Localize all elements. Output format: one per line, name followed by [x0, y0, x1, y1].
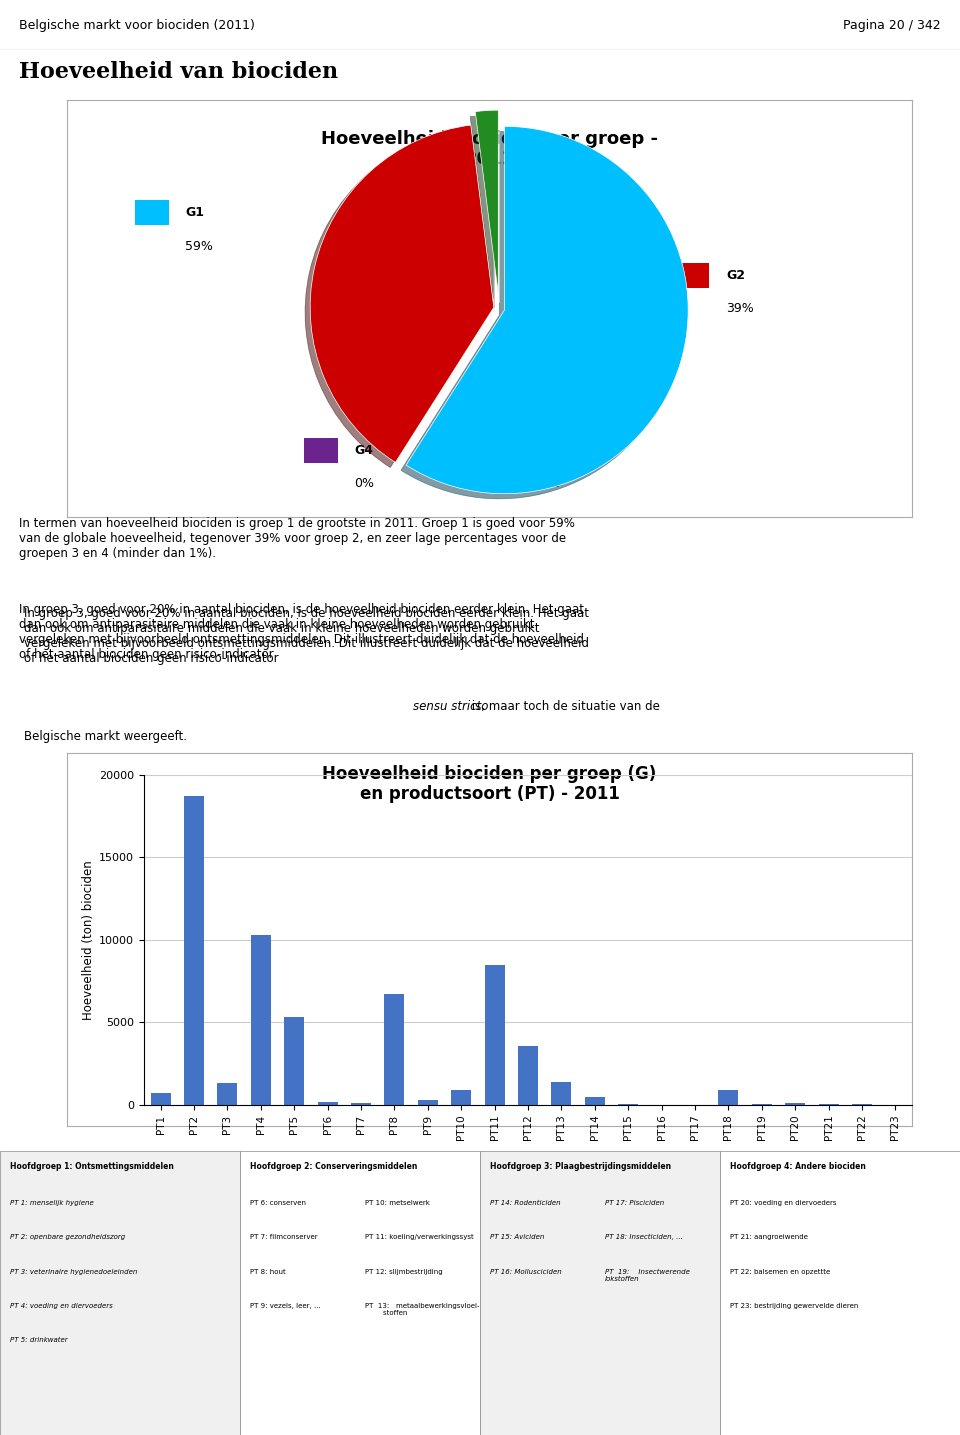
Text: Pagina 20 / 342: Pagina 20 / 342 [843, 19, 941, 32]
Text: G1: G1 [185, 207, 204, 220]
Text: PT 20: voeding en diervoeders: PT 20: voeding en diervoeders [730, 1200, 836, 1205]
Text: is, maar toch de situatie van de: is, maar toch de situatie van de [468, 700, 660, 713]
Bar [218, 1083, 237, 1105]
Text: PT  13:   metaalbewerkingsvloei-
        stoffen: PT 13: metaalbewerkingsvloei- stoffen [365, 1303, 479, 1316]
Text: PT 4: voeding en diervoeders: PT 4: voeding en diervoeders [10, 1303, 112, 1309]
Bar [785, 1104, 805, 1105]
Bar [303, 438, 338, 462]
Text: PT 7: filmconserver: PT 7: filmconserver [250, 1234, 317, 1240]
Wedge shape [406, 126, 688, 494]
Text: PT 6: conserven: PT 6: conserven [250, 1200, 305, 1205]
Wedge shape [475, 110, 498, 294]
Text: PT 12: slijmbestrijding: PT 12: slijmbestrijding [365, 1269, 443, 1274]
Bar [351, 1104, 372, 1105]
Text: PT 17: Pisciciden: PT 17: Pisciciden [605, 1200, 664, 1205]
Text: Hoofdgroep 1: Ontsmettingsmiddelen: Hoofdgroep 1: Ontsmettingsmiddelen [10, 1162, 174, 1171]
Text: 39%: 39% [726, 301, 754, 316]
Text: PT 10: metselwerk: PT 10: metselwerk [365, 1200, 430, 1205]
Text: Belgische markt weergeeft.: Belgische markt weergeeft. [24, 730, 187, 743]
Text: Hoofdgroep 2: Conserveringsmiddelen: Hoofdgroep 2: Conserveringsmiddelen [250, 1162, 417, 1171]
Bar [585, 1096, 605, 1105]
Text: G4: G4 [836, 1174, 854, 1187]
Text: G2: G2 [436, 1174, 453, 1187]
Bar [720, 1151, 960, 1435]
Wedge shape [310, 125, 493, 462]
Text: PT 22: balsemen en opzettte: PT 22: balsemen en opzettte [730, 1269, 829, 1274]
Text: PT 23: bestrijding gewervelde dieren: PT 23: bestrijding gewervelde dieren [730, 1303, 858, 1309]
Text: In termen van hoeveelheid biociden is groep 1 de grootste in 2011. Groep 1 is go: In termen van hoeveelheid biociden is gr… [19, 517, 575, 560]
Text: PT 1: menselijk hygiene: PT 1: menselijk hygiene [10, 1200, 93, 1205]
Bar [551, 1082, 571, 1105]
Text: Hoeveelheid biociden per groep (G)
en productsoort (PT) - 2011: Hoeveelheid biociden per groep (G) en pr… [323, 765, 657, 804]
Bar [318, 1102, 338, 1105]
Text: Hoofdgroep 3: Plaagbestrijdingsmiddelen: Hoofdgroep 3: Plaagbestrijdingsmiddelen [490, 1162, 671, 1171]
Text: PT 3: veterinaire hygienedoeleinden: PT 3: veterinaire hygienedoeleinden [10, 1269, 137, 1274]
Text: 59%: 59% [185, 240, 213, 253]
Bar [134, 201, 169, 225]
Y-axis label: Hoeveelheid (ton) biociden: Hoeveelheid (ton) biociden [82, 860, 95, 1020]
Text: PT 8: hout: PT 8: hout [250, 1269, 285, 1274]
Bar [451, 1091, 471, 1105]
Bar [0, 1151, 240, 1435]
Text: In groep 3, goed voor 20% in aantal biociden, is de hoeveelheid biociden eerder : In groep 3, goed voor 20% in aantal bioc… [19, 603, 585, 676]
Text: In groep 3, goed voor 20% in aantal biociden, is de hoeveelheid biociden eerder : In groep 3, goed voor 20% in aantal bioc… [24, 607, 589, 664]
Text: G3: G3 [669, 1174, 687, 1187]
Text: G4: G4 [354, 443, 373, 456]
Bar [151, 1093, 171, 1105]
Text: In groep 3, goed voor 20% in aantal biociden, is de hoeveelheid biociden eerder : In groep 3, goed voor 20% in aantal bioc… [19, 603, 585, 660]
Text: PT 14: Rodenticiden: PT 14: Rodenticiden [490, 1200, 561, 1205]
Text: PT 11: koeling/verwerkingssyst: PT 11: koeling/verwerkingssyst [365, 1234, 473, 1240]
Text: PT 5: drinkwater: PT 5: drinkwater [10, 1337, 67, 1343]
Text: PT 9: vezels, leer, ...: PT 9: vezels, leer, ... [250, 1303, 321, 1309]
Bar [240, 1151, 480, 1435]
Bar [518, 1046, 538, 1105]
Text: sensu stricto: sensu stricto [413, 700, 489, 713]
Text: G2: G2 [726, 268, 745, 281]
Text: Hoofdgroep 4: Andere biociden: Hoofdgroep 4: Andere biociden [730, 1162, 866, 1171]
Bar [676, 263, 709, 287]
Bar [418, 1101, 438, 1105]
Text: 2%: 2% [540, 476, 561, 489]
Bar [490, 438, 523, 462]
Bar [485, 964, 505, 1105]
Text: G1: G1 [219, 1174, 236, 1187]
Text: PT 15: Aviciden: PT 15: Aviciden [490, 1234, 544, 1240]
Text: G3: G3 [540, 443, 559, 456]
Text: 0%: 0% [354, 476, 374, 489]
Bar [480, 1151, 720, 1435]
Text: Hoeveelheid van biociden: Hoeveelheid van biociden [19, 60, 338, 83]
Text: PT 16: Mollusciciden: PT 16: Mollusciciden [490, 1269, 562, 1274]
Bar [718, 1091, 738, 1105]
Text: PT 18: Insecticiden, ...: PT 18: Insecticiden, ... [605, 1234, 683, 1240]
Text: PT 2: openbare gezondheidszorg: PT 2: openbare gezondheidszorg [10, 1234, 125, 1240]
Bar [251, 936, 271, 1105]
Bar [384, 994, 404, 1105]
Text: PT  19:    Insectwerende
lokstoffen: PT 19: Insectwerende lokstoffen [605, 1269, 689, 1281]
Text: PT 21: aangroeiwende: PT 21: aangroeiwende [730, 1234, 807, 1240]
Text: Hoeveelheid biociden per groep -
2011: Hoeveelheid biociden per groep - 2011 [321, 129, 659, 168]
Bar [284, 1017, 304, 1105]
Text: Belgische markt voor biociden (2011): Belgische markt voor biociden (2011) [19, 19, 255, 32]
Bar [184, 796, 204, 1105]
